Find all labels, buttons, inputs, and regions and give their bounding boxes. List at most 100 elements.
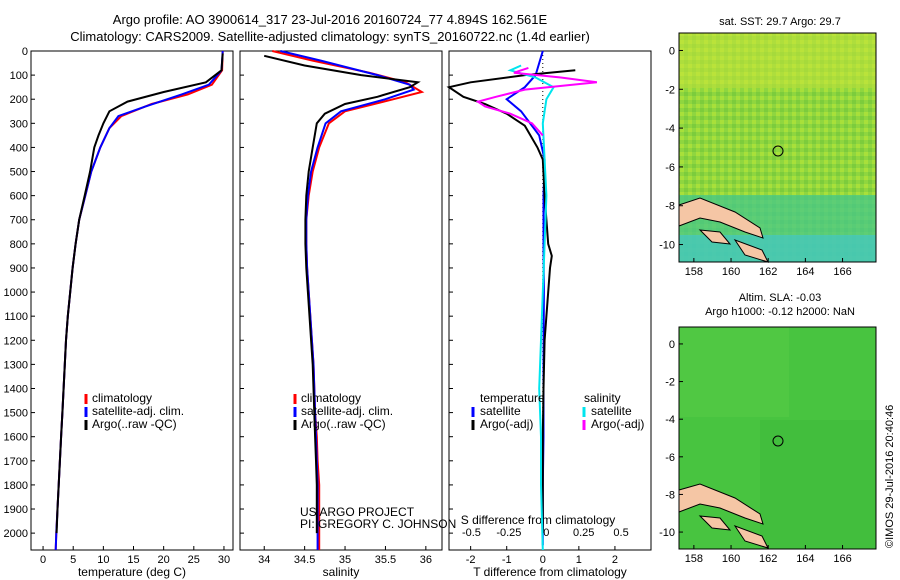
temperature-xlabel: temperature (deg C)	[78, 565, 186, 579]
series-line	[446, 69, 576, 534]
x-tick-label: 35	[339, 554, 351, 566]
series-line	[507, 64, 555, 551]
project-label: US ARGO PROJECT	[300, 505, 415, 519]
series-line	[54, 50, 224, 551]
temperature-frame	[30, 50, 234, 551]
y-tick-label: 1500	[4, 408, 28, 420]
legend-label: satellite-adj. clim.	[92, 404, 184, 418]
salinity-panel: 34 34.5 35 35.5 36 salinity climatologysatelli…	[239, 50, 443, 579]
y-tick-label: 1800	[4, 480, 28, 492]
top-tick-label: 0	[543, 527, 549, 539]
legend-label: climatology	[92, 391, 152, 405]
sst-map	[678, 32, 877, 263]
sla-x-tick-label: 166	[833, 553, 851, 565]
legend-label: satellite	[591, 404, 632, 418]
sla-y-tick-label: -10	[659, 527, 675, 539]
sst-x-tick-label: 160	[722, 266, 740, 278]
y-tick-label: 1600	[4, 432, 28, 444]
sla-float-marker	[772, 435, 784, 447]
top-tick-label: -0.25	[496, 527, 521, 539]
sst-x-tick-label: 166	[833, 266, 851, 278]
difference-xlabel: T difference from climatology	[473, 565, 627, 579]
sla-x-tick-label: 162	[759, 553, 777, 565]
x-tick-label: -2	[466, 554, 476, 566]
sla-x-tick-label: 164	[796, 553, 814, 565]
x-tick-label: 35.5	[375, 554, 396, 566]
x-tick-label: 15	[127, 554, 139, 566]
series-line	[263, 54, 421, 534]
sst-x-tick-label: 162	[759, 266, 777, 278]
difference-top-xlabel: S difference from climatology	[461, 513, 616, 527]
sla-x-tick-label: 158	[685, 553, 703, 565]
x-tick-label: 0	[40, 554, 46, 566]
sla-y-tick-label: -8	[665, 489, 675, 501]
salinity-xlabel: salinity	[323, 565, 360, 579]
y-tick-label: 2000	[4, 528, 28, 540]
y-tick-label: 100	[10, 70, 28, 82]
sla-y-tick-label: 0	[669, 339, 675, 351]
series-line	[280, 50, 416, 550]
legend-heading: salinity	[584, 391, 621, 405]
series-line	[475, 66, 598, 137]
y-tick-label: 600	[10, 191, 28, 203]
legend-label: Argo(..raw -QC)	[92, 417, 177, 431]
sla-x-tick-label: 160	[722, 553, 740, 565]
top-tick-label: 0.5	[613, 527, 628, 539]
x-tick-label: 34	[258, 554, 270, 566]
x-tick-label: 25	[188, 554, 200, 566]
legend-label: satellite	[480, 404, 521, 418]
y-tick-label: 800	[10, 239, 28, 251]
x-tick-label: 5	[70, 554, 76, 566]
top-tick-label: -0.5	[462, 527, 481, 539]
y-tick-label: 1900	[4, 504, 28, 516]
y-tick-label: 1200	[4, 335, 28, 347]
series-line	[54, 50, 224, 551]
legend-label: satellite-adj. clim.	[301, 404, 393, 418]
sla-map-title-line-2: Argo h1000: -0.12 h2000: NaN	[705, 306, 855, 318]
y-tick-label: 300	[10, 118, 28, 130]
sla-y-tick-label: -2	[665, 377, 675, 389]
legend-label: climatology	[301, 391, 361, 405]
sst-float-marker	[772, 145, 784, 157]
sst-y-tick-label: -10	[659, 240, 675, 252]
x-tick-label: 34.5	[294, 554, 315, 566]
title-line-2: Climatology: CARS2009. Satellite-adjuste…	[70, 29, 590, 44]
x-tick-label: 10	[97, 554, 109, 566]
legend-heading: temperature	[480, 391, 545, 405]
pi-label: PI: GREGORY C. JOHNSON	[300, 517, 456, 531]
salinity-frame	[239, 50, 443, 551]
x-tick-label: -1	[502, 554, 512, 566]
y-tick-label: 0	[22, 46, 28, 58]
top-tick-label: 0.25	[573, 527, 594, 539]
sst-y-tick-label: 0	[669, 45, 675, 57]
x-tick-label: 1	[576, 554, 582, 566]
y-tick-label: 1000	[4, 287, 28, 299]
x-tick-label: 20	[158, 554, 170, 566]
x-tick-label: 0	[540, 554, 546, 566]
y-tick-label: 200	[10, 94, 28, 106]
difference-panel: -2 -1 0 1 2T difference from climatology -0.5…	[446, 50, 652, 579]
temperature-panel: 0100200300400500600700800900100011001200…	[4, 46, 234, 579]
y-tick-label: 1300	[4, 359, 28, 371]
y-tick-label: 1700	[4, 456, 28, 468]
sst-y-tick-label: -8	[665, 201, 675, 213]
series-line	[55, 53, 224, 534]
sla-y-tick-label: -6	[665, 452, 675, 464]
sla-map-title-line-1: Altim. SLA: -0.03	[738, 292, 822, 304]
sla-y-tick-label: -4	[665, 414, 675, 426]
x-tick-label: 36	[420, 554, 432, 566]
sst-y-tick-label: -2	[665, 84, 675, 96]
y-tick-label: 400	[10, 142, 28, 154]
sst-x-tick-label: 158	[685, 266, 703, 278]
x-tick-label: 2	[612, 554, 618, 566]
sst-y-tick-label: -6	[665, 162, 675, 174]
y-tick-label: 500	[10, 167, 28, 179]
series-line	[272, 50, 425, 550]
series-line	[505, 50, 546, 546]
legend-label: Argo(-adj)	[480, 417, 533, 431]
y-tick-label: 900	[10, 263, 28, 275]
x-tick-label: 30	[218, 554, 230, 566]
y-tick-label: 700	[10, 215, 28, 227]
difference-frame	[448, 50, 652, 551]
